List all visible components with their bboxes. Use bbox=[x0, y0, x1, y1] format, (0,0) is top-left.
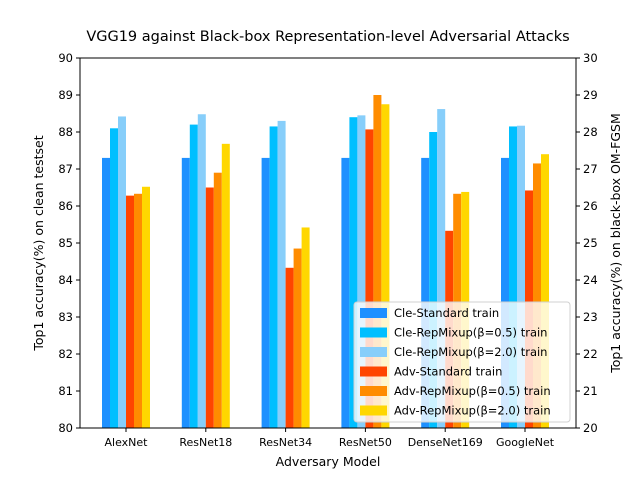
legend-swatch bbox=[360, 327, 387, 338]
legend-label: Adv-RepMixup(β=2.0) train bbox=[394, 404, 551, 418]
bar bbox=[269, 126, 278, 428]
left-axis-label: Top1 accuracy(%) on clean testset bbox=[31, 135, 46, 351]
legend-swatch bbox=[360, 405, 387, 416]
left-tick-label: 87 bbox=[58, 162, 73, 176]
legend-label: Adv-RepMixup(β=0.5) train bbox=[394, 384, 551, 398]
bar bbox=[373, 95, 382, 428]
bar bbox=[533, 163, 541, 428]
bar bbox=[357, 115, 366, 428]
legend-label: Cle-RepMixup(β=2.0) train bbox=[394, 345, 547, 359]
bar bbox=[381, 104, 390, 428]
left-tick-label: 84 bbox=[58, 273, 73, 287]
right-tick-label: 21 bbox=[583, 384, 598, 398]
right-tick-label: 25 bbox=[583, 236, 598, 250]
left-tick-label: 88 bbox=[58, 125, 73, 139]
bar bbox=[142, 186, 150, 428]
bar bbox=[221, 143, 230, 428]
bar bbox=[285, 267, 294, 428]
bar bbox=[118, 116, 126, 429]
bar bbox=[301, 227, 310, 428]
left-tick-label: 82 bbox=[58, 347, 73, 361]
bar bbox=[421, 157, 430, 428]
x-tick-label: ResNet34 bbox=[259, 436, 312, 449]
bar bbox=[102, 157, 110, 428]
bar bbox=[213, 172, 222, 428]
bar bbox=[349, 117, 358, 428]
x-tick-label: ResNet50 bbox=[339, 436, 392, 449]
bar bbox=[429, 132, 438, 428]
bar bbox=[181, 157, 190, 428]
legend: Cle-Standard train Cle-RepMixup(β=0.5) tr… bbox=[353, 301, 571, 423]
bar bbox=[126, 195, 134, 428]
left-tick-label: 83 bbox=[58, 310, 73, 324]
right-axis-label: Top1 accuracy(%) on black-box OM-FGSM bbox=[608, 113, 623, 374]
left-axis: 80 81 82 83 84 85 86 87 88 89 90 bbox=[58, 51, 80, 435]
bar bbox=[437, 109, 446, 428]
bar bbox=[261, 157, 270, 428]
left-tick-label: 80 bbox=[58, 421, 73, 435]
x-tick-label: AlexNet bbox=[105, 436, 149, 449]
legend-frame bbox=[353, 301, 571, 423]
bar bbox=[197, 114, 206, 429]
legend-label: Cle-RepMixup(β=0.5) train bbox=[394, 326, 547, 340]
x-axis-label: Adversary Model bbox=[276, 454, 381, 469]
bar bbox=[205, 187, 214, 428]
legend-label: Adv-Standard train bbox=[394, 365, 502, 379]
x-tick-label: ResNet18 bbox=[179, 436, 232, 449]
right-tick-label: 27 bbox=[583, 162, 598, 176]
right-tick-label: 28 bbox=[583, 125, 598, 139]
legend-swatch bbox=[360, 347, 387, 357]
bar bbox=[293, 248, 302, 428]
legend-swatch bbox=[360, 386, 387, 396]
bar bbox=[541, 154, 549, 428]
right-tick-label: 22 bbox=[583, 347, 598, 361]
x-tick-label: DenseNet169 bbox=[408, 436, 483, 449]
right-tick-label: 30 bbox=[583, 51, 598, 65]
bar bbox=[189, 124, 198, 428]
right-tick-label: 26 bbox=[583, 199, 598, 213]
right-tick-label: 24 bbox=[583, 273, 598, 287]
right-axis: 20 21 22 23 24 25 26 27 28 29 30 bbox=[576, 51, 598, 435]
legend-swatch bbox=[360, 308, 387, 318]
left-tick-label: 86 bbox=[58, 199, 73, 213]
x-tick-label: GoogleNet bbox=[496, 436, 555, 449]
left-tick-label: 89 bbox=[58, 88, 73, 102]
bar bbox=[110, 128, 118, 429]
bar bbox=[509, 126, 517, 428]
left-tick-label: 81 bbox=[58, 384, 73, 398]
bar bbox=[501, 157, 509, 428]
legend-label: Cle-Standard train bbox=[394, 306, 499, 320]
bar bbox=[134, 193, 142, 428]
chart-title: VGG19 against Black-box Representation-l… bbox=[86, 29, 569, 45]
right-tick-label: 20 bbox=[583, 421, 598, 435]
x-axis: AlexNet ResNet18 ResNet34 ResNet50 DenseNet1… bbox=[105, 428, 555, 449]
right-tick-label: 29 bbox=[583, 88, 598, 102]
bar bbox=[341, 157, 350, 428]
bar bbox=[277, 120, 286, 429]
bar bbox=[517, 125, 525, 429]
right-tick-label: 23 bbox=[583, 310, 598, 324]
bar bbox=[365, 129, 374, 428]
left-tick-label: 85 bbox=[58, 236, 73, 250]
legend-swatch bbox=[360, 366, 387, 377]
left-tick-label: 90 bbox=[58, 51, 73, 65]
